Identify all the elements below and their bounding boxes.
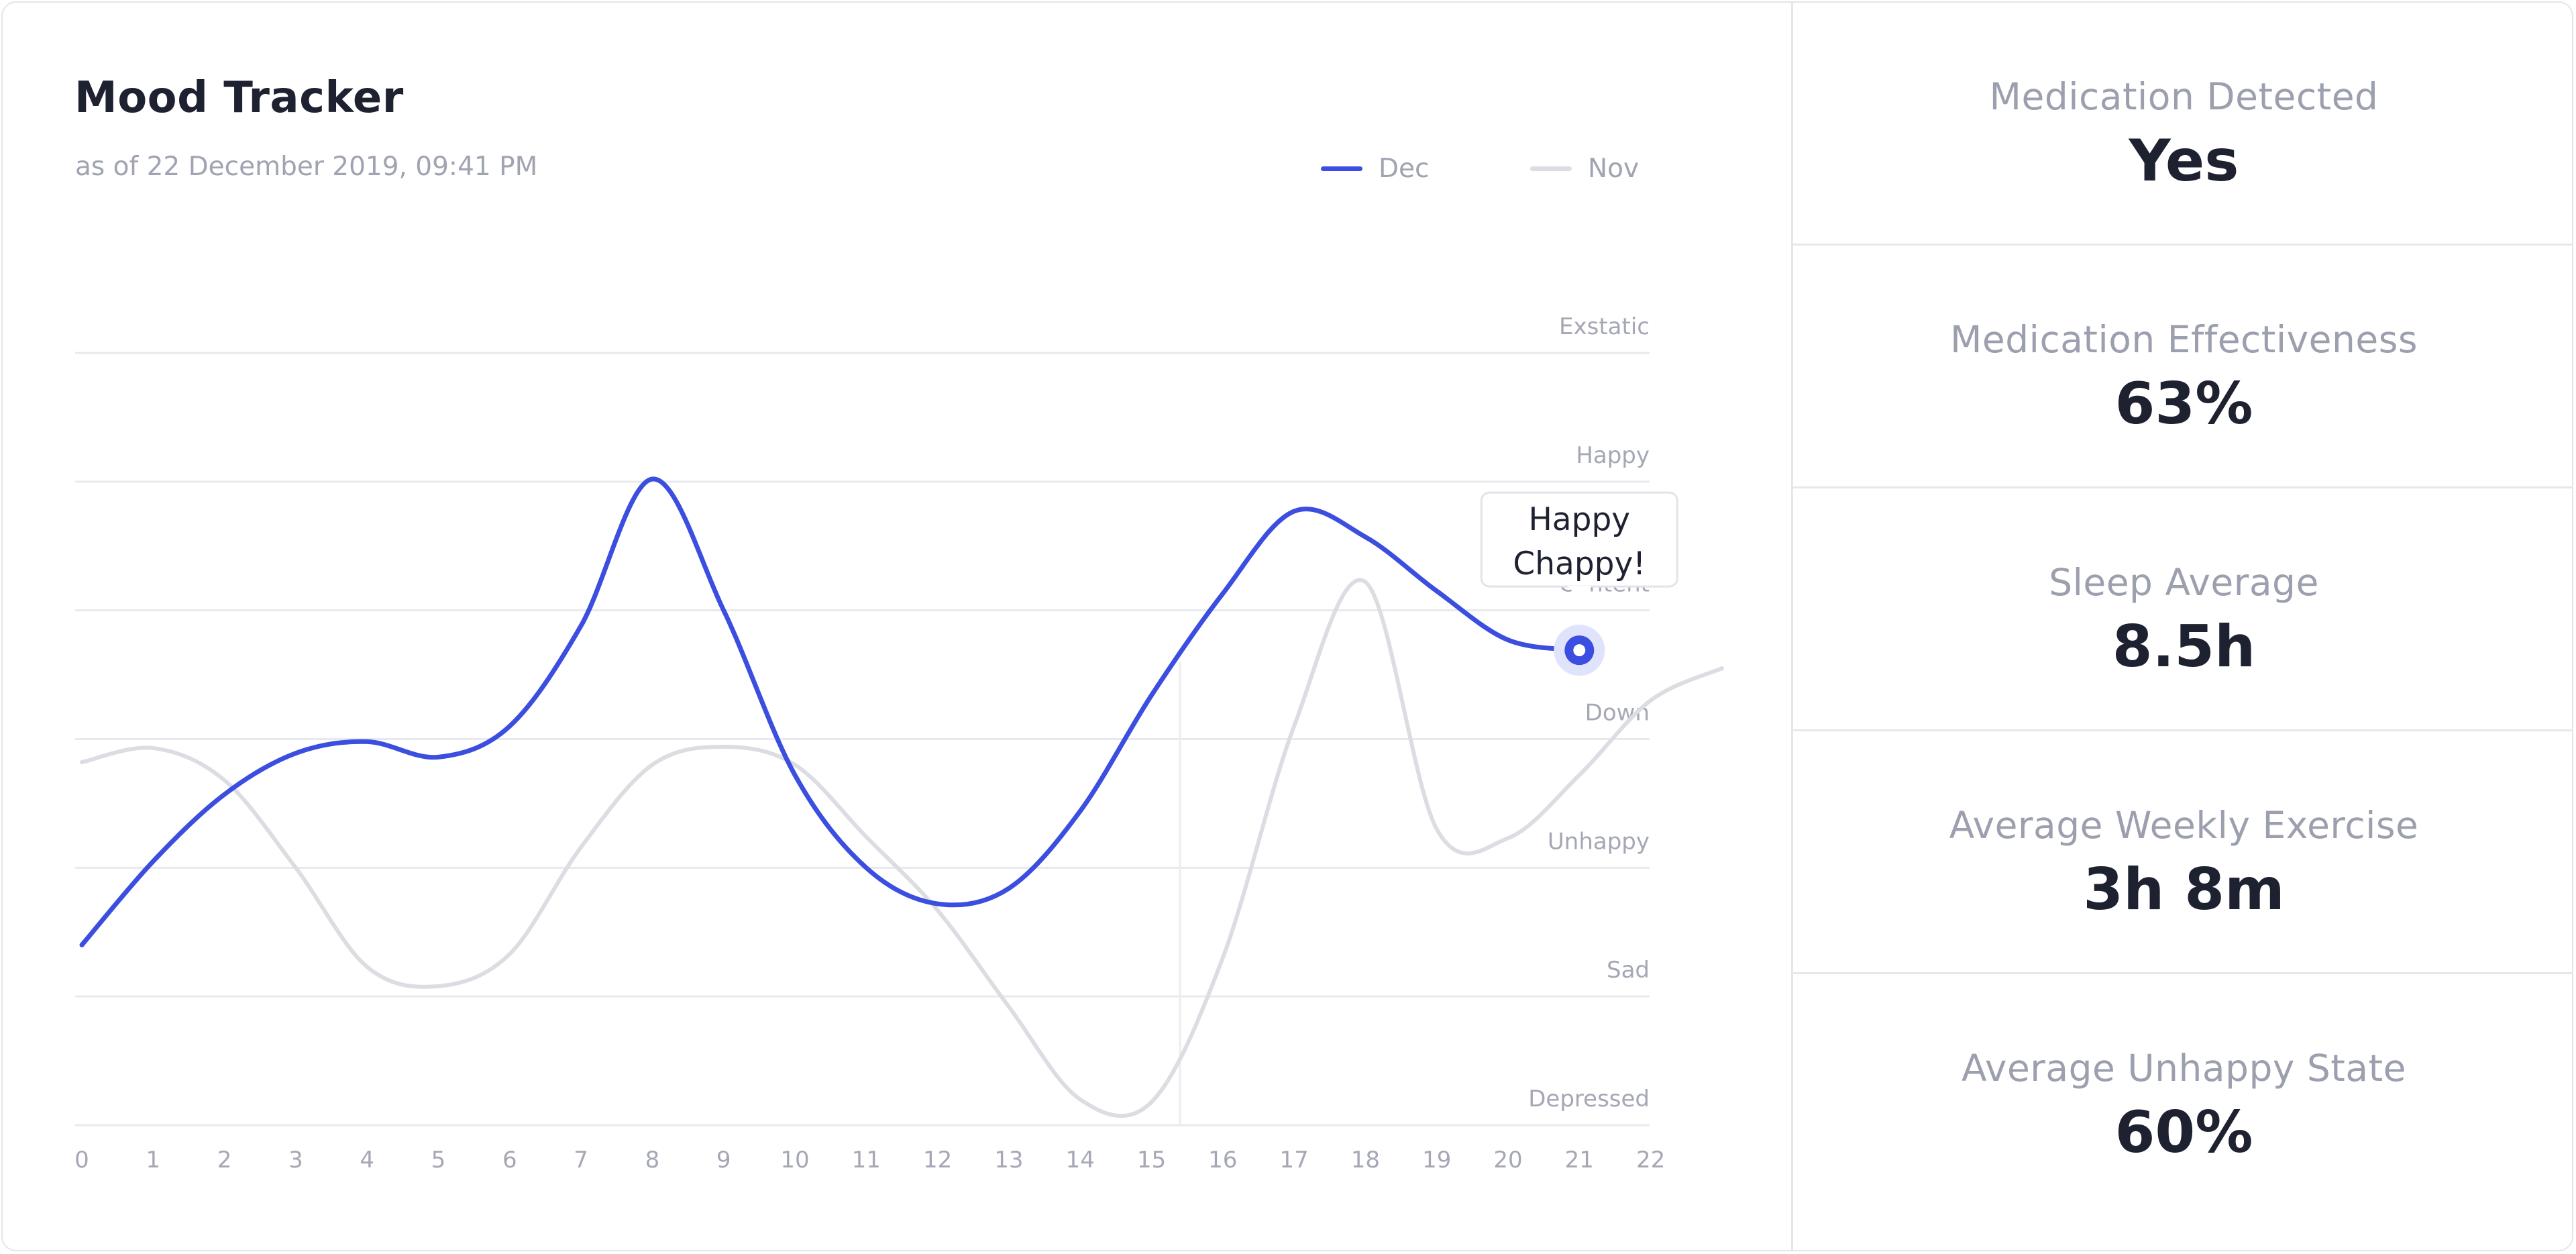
tooltip-text: Happy [1528, 501, 1630, 538]
stat-average-weekly-exercise: Average Weekly Exercise 3h 8m [1793, 731, 2572, 974]
legend-item-nov[interactable]: Nov [1530, 152, 1639, 185]
x-tick-label: 20 [1493, 1147, 1522, 1173]
chart-legend: Dec Nov [3, 152, 1791, 185]
stat-label: Sleep Average [2049, 561, 2319, 604]
x-tick-label: 19 [1422, 1147, 1451, 1173]
legend-label-dec: Dec [1379, 153, 1430, 184]
x-tick-label: 3 [288, 1147, 303, 1173]
panel-divider [1791, 3, 1793, 1250]
stat-medication-detected: Medication Detected Yes [1793, 3, 2572, 246]
x-tick-label: 10 [780, 1147, 809, 1173]
x-tick-label: 18 [1351, 1147, 1380, 1173]
series-line-dec [79, 476, 1582, 947]
x-tick-label: 11 [852, 1147, 881, 1173]
y-tick-label: Happy [1576, 442, 1650, 469]
x-tick-label: 15 [1137, 1147, 1166, 1173]
x-tick-label: 7 [574, 1147, 588, 1173]
x-tick-label: 13 [994, 1147, 1023, 1173]
x-tick-label: 16 [1208, 1147, 1237, 1173]
highlight-point-center [1573, 644, 1586, 657]
y-tick-label: Sad [1607, 957, 1650, 984]
x-tick-label: 8 [645, 1147, 660, 1173]
stat-medication-effectiveness: Medication Effectiveness 63% [1793, 246, 2572, 488]
stat-value: 3h 8m [2083, 856, 2285, 923]
legend-swatch-dec [1321, 166, 1362, 171]
y-tick-label: Down [1585, 700, 1650, 727]
y-tick-label: Unhappy [1548, 828, 1650, 855]
mood-line-chart: DepressedSadUnhappyDownContentHappyExsta… [74, 313, 1724, 1173]
chart-panel: Mood Tracker as of 22 December 2019, 09:… [3, 3, 1791, 1250]
x-tick-label: 22 [1636, 1147, 1665, 1173]
x-tick-label: 6 [502, 1147, 517, 1173]
series-line-nov [80, 578, 1724, 1118]
tooltip-text: Chappy! [1513, 545, 1646, 582]
y-tick-label: Depressed [1528, 1086, 1650, 1112]
x-tick-label: 9 [716, 1147, 731, 1173]
stat-label: Medication Effectiveness [1949, 318, 2418, 361]
stat-value: Yes [2129, 127, 2239, 195]
x-tick-label: 14 [1066, 1147, 1095, 1173]
x-tick-label: 2 [217, 1147, 232, 1173]
stats-panel: Medication Detected Yes Medication Effec… [1793, 3, 2572, 1250]
stat-average-unhappy-state: Average Unhappy State 60% [1793, 974, 2572, 1250]
x-tick-label: 4 [360, 1147, 374, 1173]
x-tick-label: 17 [1279, 1147, 1308, 1173]
x-tick-label: 0 [74, 1147, 89, 1173]
stat-sleep-average: Sleep Average 8.5h [1793, 488, 2572, 731]
x-tick-label: 12 [923, 1147, 952, 1173]
legend-item-dec[interactable]: Dec [1321, 152, 1429, 185]
stat-label: Medication Detected [1989, 75, 2379, 118]
x-tick-label: 5 [431, 1147, 446, 1173]
x-tick-label: 1 [146, 1147, 160, 1173]
stat-value: 63% [2114, 370, 2253, 437]
legend-label-nov: Nov [1588, 153, 1640, 184]
legend-swatch-nov [1530, 166, 1572, 171]
x-tick-label: 21 [1565, 1147, 1594, 1173]
stat-value: 8.5h [2112, 613, 2256, 680]
chart-title: Mood Tracker [74, 73, 404, 123]
stat-label: Average Weekly Exercise [1949, 804, 2419, 847]
tooltip-pointer [1567, 586, 1592, 599]
stat-label: Average Unhappy State [1962, 1047, 2406, 1090]
y-tick-label: Exstatic [1559, 313, 1650, 340]
chart-subtitle: as of 22 December 2019, 09:41 PM [75, 152, 538, 182]
stat-value: 60% [2114, 1099, 2253, 1166]
